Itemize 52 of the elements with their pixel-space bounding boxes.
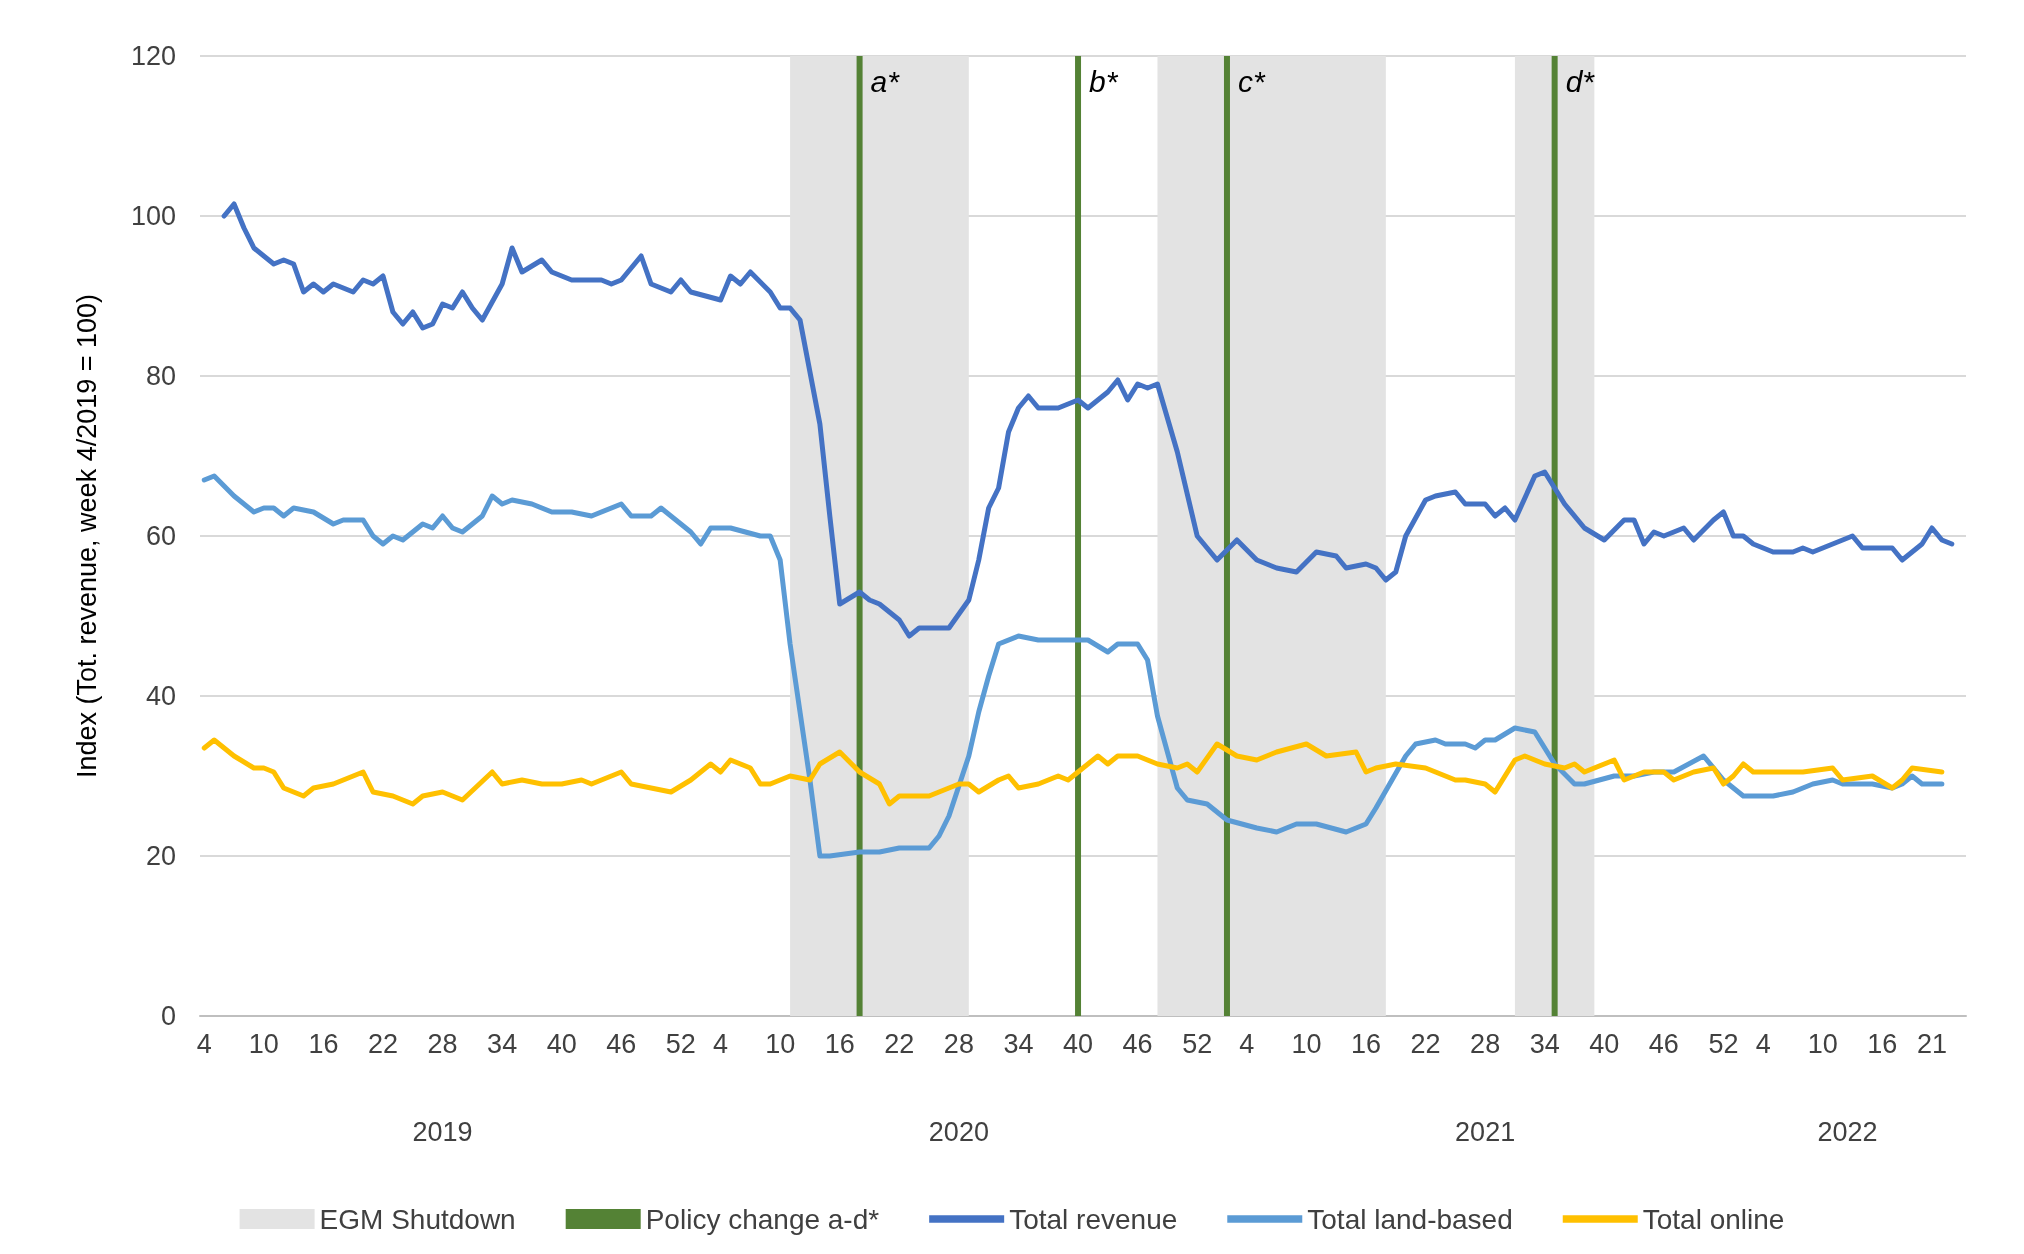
x-tick-label: 4 xyxy=(196,1028,212,1059)
x-tick-label: 52 xyxy=(1182,1028,1213,1059)
x-tick-label: 34 xyxy=(1003,1028,1034,1059)
x-tick-label: 40 xyxy=(1063,1028,1094,1059)
data-label: d* xyxy=(1565,64,1596,98)
x-tick-label: 16 xyxy=(1867,1028,1898,1059)
y-tick-label: 40 xyxy=(145,681,176,711)
x-tick-label: 16 xyxy=(1350,1028,1382,1059)
x-tick-label: 10 xyxy=(248,1028,279,1059)
x-tick-label: 28 xyxy=(1470,1028,1501,1059)
legend-label: Total online xyxy=(1642,1203,1785,1235)
data-label: a* xyxy=(870,64,901,98)
x-tick-label: 10 xyxy=(765,1028,796,1059)
legend-label: EGM Shutdown xyxy=(319,1203,516,1235)
x-tick-label: 28 xyxy=(943,1028,974,1059)
x-tick-label: 22 xyxy=(367,1028,399,1059)
x-tick-label: 52 xyxy=(665,1028,696,1059)
x-tick-label: 4 xyxy=(713,1028,729,1059)
y-tick-label: 80 xyxy=(145,361,176,391)
data-label: b* xyxy=(1089,64,1119,98)
text: 2022 xyxy=(1817,1116,1878,1147)
x-tick-label: 40 xyxy=(546,1028,577,1059)
text: 2020 xyxy=(928,1116,989,1147)
x-tick-label: 10 xyxy=(1807,1028,1838,1059)
x-tick-label: 21 xyxy=(1916,1028,1947,1059)
data-label: c* xyxy=(1237,64,1266,98)
x-tick-label: 10 xyxy=(1291,1028,1322,1059)
x-tick-label: 46 xyxy=(1122,1028,1153,1059)
y-tick-label: 0 xyxy=(160,1001,176,1031)
legend-label: Total land-based xyxy=(1307,1203,1513,1235)
x-tick-label: 40 xyxy=(1589,1028,1620,1059)
x-tick-label: 4 xyxy=(1239,1028,1255,1059)
y-tick-label: 100 xyxy=(130,201,176,231)
x-tick-label: 34 xyxy=(1529,1028,1560,1059)
y-axis-title: Index (Tot. revenue, week 4/2019 = 100) xyxy=(71,293,102,779)
text: 2019 xyxy=(412,1116,473,1147)
x-tick-label: 16 xyxy=(824,1028,855,1059)
x-tick-label: 4 xyxy=(1755,1028,1771,1059)
y-tick-label: 60 xyxy=(145,521,176,551)
x-tick-label: 16 xyxy=(308,1028,339,1059)
y-tick-label: 20 xyxy=(145,841,176,871)
x-tick-label: 34 xyxy=(487,1028,518,1059)
x-tick-label: 22 xyxy=(884,1028,915,1059)
text: 2021 xyxy=(1455,1116,1516,1147)
legend-label: Policy change a-d* xyxy=(645,1203,880,1235)
x-tick-label: 22 xyxy=(1410,1028,1441,1059)
legend-label: Total revenue xyxy=(1009,1203,1178,1235)
y-tick-label: 120 xyxy=(130,41,176,71)
x-tick-label: 28 xyxy=(427,1028,458,1059)
x-tick-label: 46 xyxy=(606,1028,637,1059)
x-tick-label: 52 xyxy=(1708,1028,1739,1059)
x-tick-label: 46 xyxy=(1648,1028,1679,1059)
